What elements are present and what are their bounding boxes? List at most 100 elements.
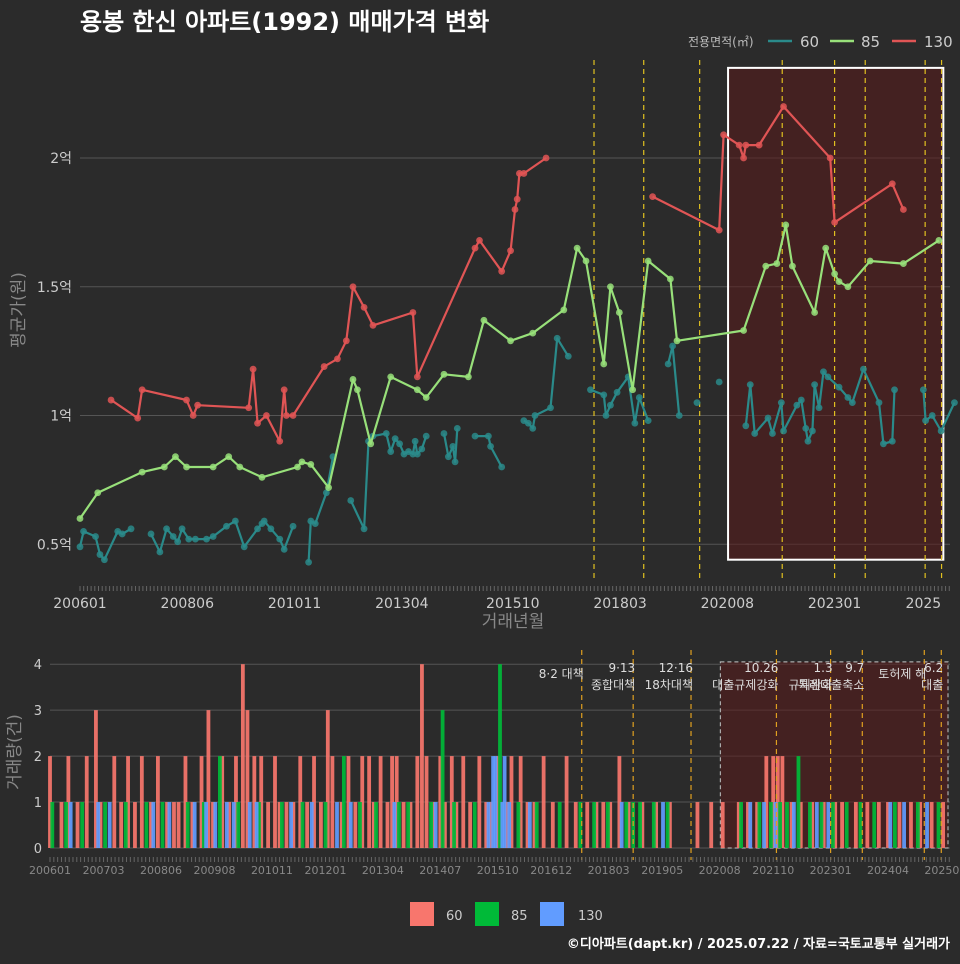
price-point-60 bbox=[844, 394, 852, 401]
price-point-130 bbox=[742, 141, 750, 149]
volume-bar-60 bbox=[775, 756, 780, 848]
volume-bar-60 bbox=[165, 802, 169, 848]
volume-bar-60 bbox=[810, 802, 815, 848]
price-point-85 bbox=[831, 270, 838, 278]
volume-bar-60 bbox=[495, 756, 500, 848]
price-point-60 bbox=[101, 556, 108, 564]
volume-annotation-label: 6.2 bbox=[924, 661, 943, 675]
volume-bar-60 bbox=[438, 756, 443, 848]
volume-annotation-label: 9.7 bbox=[845, 661, 864, 675]
price-point-60 bbox=[418, 445, 426, 453]
volume-bar-60 bbox=[532, 802, 537, 848]
volume-bar-60 bbox=[876, 802, 881, 848]
price-point-60 bbox=[322, 489, 330, 497]
price-point-85 bbox=[354, 386, 361, 394]
volume-bar-60 bbox=[746, 802, 750, 848]
price-x-tick-label: 202008 bbox=[701, 596, 754, 612]
volume-bar-60 bbox=[220, 756, 225, 848]
volume-bar-85 bbox=[440, 710, 445, 848]
price-point-60 bbox=[808, 427, 816, 435]
price-y-tick-label: 1억 bbox=[50, 409, 72, 425]
price-point-60 bbox=[644, 417, 652, 425]
volume-y-tick-label: 0 bbox=[34, 842, 42, 857]
volume-bar-85 bbox=[80, 802, 85, 848]
volume-bar-60 bbox=[59, 802, 64, 848]
volume-bar-60 bbox=[929, 802, 934, 848]
price-point-85 bbox=[615, 309, 623, 316]
price-point-85 bbox=[762, 262, 770, 270]
volume-x-tick-label: 202008 bbox=[699, 864, 741, 877]
price-point-130 bbox=[409, 309, 417, 316]
price-point-60 bbox=[445, 453, 452, 461]
volume-bar-60 bbox=[918, 802, 923, 848]
price-point-130 bbox=[899, 206, 907, 213]
price-point-60 bbox=[529, 424, 537, 432]
price-point-130 bbox=[254, 419, 261, 427]
price-point-60 bbox=[824, 373, 832, 381]
price-point-60 bbox=[547, 404, 554, 412]
price-point-130 bbox=[715, 226, 723, 234]
volume-x-tick-label: 201407 bbox=[419, 864, 461, 877]
volume-bar-60 bbox=[454, 802, 459, 848]
price-highlight-box bbox=[727, 66, 945, 561]
volume-annotation-label: 9·13 bbox=[608, 661, 635, 675]
price-point-60 bbox=[764, 414, 772, 422]
price-point-130 bbox=[138, 386, 146, 394]
volume-bar-60 bbox=[66, 756, 71, 848]
price-point-85 bbox=[789, 262, 796, 270]
volume-bar-85 bbox=[123, 802, 128, 848]
price-point-60 bbox=[675, 412, 683, 419]
price-point-85 bbox=[644, 257, 652, 265]
price-point-85 bbox=[236, 463, 244, 471]
volume-bar-60 bbox=[273, 756, 277, 848]
price-point-60 bbox=[396, 440, 403, 448]
volume-bar-85 bbox=[872, 802, 877, 848]
price-series-group bbox=[76, 103, 958, 566]
price-point-60 bbox=[664, 360, 672, 368]
volume-y-tick-label: 2 bbox=[34, 750, 42, 765]
volume-bar-60 bbox=[720, 802, 725, 848]
volume-bar-60 bbox=[390, 756, 394, 848]
volume-x-tick-label: 200806 bbox=[140, 864, 182, 877]
volume-bar-60 bbox=[442, 802, 447, 848]
price-point-130 bbox=[360, 303, 368, 311]
price-point-85 bbox=[307, 461, 315, 468]
volume-y-ticks: 0 1 2 3 4 bbox=[34, 658, 42, 857]
price-point-60 bbox=[875, 399, 883, 407]
price-point-130 bbox=[189, 412, 197, 419]
price-point-130 bbox=[498, 267, 506, 275]
price-point-85 bbox=[607, 283, 614, 291]
price-point-60 bbox=[156, 548, 164, 556]
price-point-85 bbox=[844, 283, 852, 291]
price-point-85 bbox=[866, 257, 874, 265]
volume-bar-60 bbox=[798, 802, 803, 848]
volume-chart-panel: 8·2 대책 9·13 종합대책 12·16 18차대책 10.26 대출규제강화 1.3 규제… bbox=[5, 650, 960, 877]
volume-bar-85 bbox=[778, 802, 783, 848]
price-point-60 bbox=[449, 443, 457, 450]
volume-bar-60 bbox=[227, 802, 231, 848]
volume-bar-60 bbox=[518, 756, 523, 848]
price-point-60 bbox=[802, 424, 810, 432]
volume-bar-60 bbox=[126, 756, 130, 848]
price-point-60 bbox=[820, 368, 827, 376]
volume-bar-85 bbox=[844, 802, 849, 848]
price-point-130 bbox=[413, 373, 421, 381]
volume-bar-60 bbox=[98, 802, 103, 848]
price-point-60 bbox=[484, 432, 492, 440]
price-point-130 bbox=[263, 412, 270, 419]
volume-bar-130 bbox=[486, 802, 491, 848]
volume-bar-60 bbox=[477, 756, 482, 848]
volume-x-tick-label: 201905 bbox=[641, 864, 683, 877]
volume-bar-130 bbox=[204, 802, 209, 848]
volume-bar-130 bbox=[619, 802, 624, 848]
volume-bar-60 bbox=[573, 802, 578, 848]
price-point-60 bbox=[524, 419, 532, 427]
price-point-60 bbox=[163, 525, 170, 533]
volume-annotation-label: 10.26 bbox=[744, 661, 778, 675]
volume-bar-85 bbox=[592, 802, 597, 848]
volume-bar-60 bbox=[206, 710, 211, 848]
volume-bar-85 bbox=[785, 802, 789, 848]
volume-bar-130 bbox=[500, 802, 505, 848]
volume-bar-85 bbox=[819, 802, 824, 848]
price-point-60 bbox=[769, 430, 776, 437]
